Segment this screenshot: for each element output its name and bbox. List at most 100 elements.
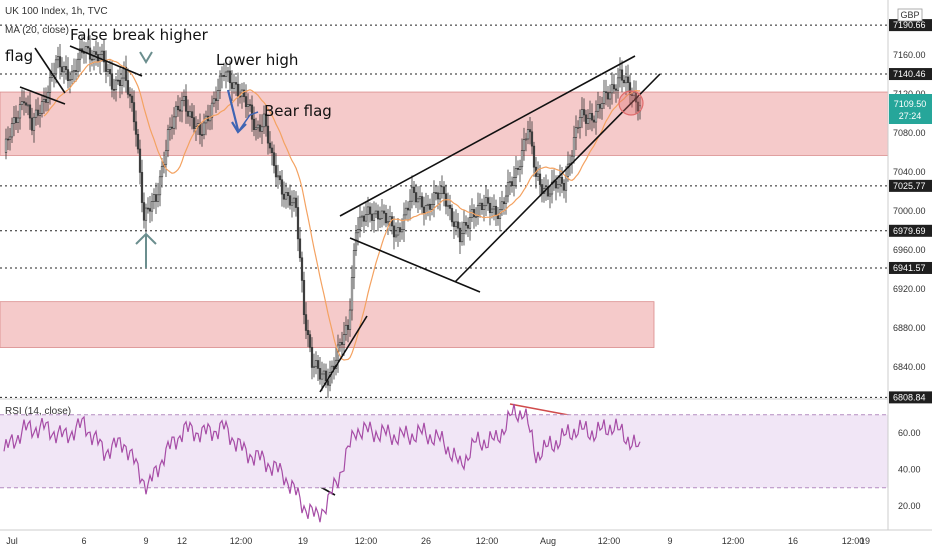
flag-annotation: flag [5, 47, 33, 65]
candle [34, 99, 38, 126]
candle [476, 192, 480, 225]
candle [600, 96, 604, 120]
arrow-markers [135, 51, 259, 268]
time-tick: 12 [177, 536, 187, 546]
candle [36, 97, 40, 125]
rsi-legend: RSI (14, close) [5, 406, 71, 417]
candle [558, 164, 562, 197]
candle [346, 319, 350, 343]
candle [460, 221, 464, 246]
candle [216, 78, 220, 111]
candle [446, 192, 450, 217]
candle [594, 100, 598, 135]
candle [404, 200, 408, 221]
svg-text:6941.57: 6941.57 [893, 263, 926, 273]
candle [56, 46, 60, 69]
candle [454, 209, 458, 236]
candle [20, 89, 24, 111]
time-axis-ticks: Jul 6 9 12 12:00 19 12:00 26 12:00 Aug 12:00 9 12:00… [6, 536, 870, 546]
candle [580, 97, 584, 129]
candle [154, 182, 158, 215]
current-price-label: 7109.50 [894, 99, 927, 109]
candle [510, 176, 514, 193]
candle [466, 217, 470, 238]
candle [248, 99, 252, 112]
supply-demand-zones [0, 91, 889, 348]
candle [540, 178, 544, 203]
time-tick: 26 [421, 536, 431, 546]
candle [468, 205, 472, 241]
candle [530, 121, 534, 155]
candle [230, 70, 234, 102]
candle [180, 92, 184, 123]
candle [222, 62, 226, 82]
candle [378, 206, 382, 229]
candle [564, 165, 568, 203]
candle [236, 72, 240, 107]
candle [572, 125, 576, 164]
svg-text:6979.69: 6979.69 [893, 226, 926, 236]
svg-text:7190.66: 7190.66 [893, 20, 926, 30]
candle [520, 138, 524, 175]
level-tag: 7190.66 [889, 19, 932, 32]
candle [386, 208, 390, 235]
candle [16, 110, 20, 134]
level-tag: 6808.84 [889, 391, 932, 404]
candle [474, 207, 478, 227]
candle [400, 218, 404, 240]
candle [134, 110, 138, 147]
candle [544, 174, 548, 201]
candle [58, 43, 62, 80]
candle [516, 160, 520, 176]
rising-wedge-upper [339, 55, 636, 217]
candle [372, 201, 376, 233]
candle [456, 213, 460, 238]
candle [286, 187, 290, 208]
candle [546, 179, 550, 201]
candle [342, 322, 346, 356]
candle [338, 338, 342, 352]
candle [350, 265, 354, 321]
candle [170, 114, 174, 140]
candle [562, 179, 566, 199]
moving-average-line [43, 58, 641, 361]
candle [370, 203, 374, 230]
candle [226, 66, 230, 82]
candle [114, 76, 118, 102]
candle [388, 205, 392, 231]
candle [74, 58, 78, 82]
candle [384, 204, 388, 228]
price-tick: 6960.00 [893, 245, 926, 255]
candle [376, 204, 380, 232]
candle [578, 109, 582, 139]
time-tick: 9 [143, 536, 148, 546]
candle [158, 170, 162, 207]
candle [270, 141, 274, 166]
price-tick: 6880.00 [893, 323, 926, 333]
candle [118, 67, 122, 99]
level-price-tags: 7190.66 7140.46 7025.77 6979.69 6941.57 6808.… [889, 19, 932, 404]
rsi-tick: 40.00 [898, 465, 921, 475]
candle [176, 95, 180, 117]
candle [420, 192, 424, 214]
candle [130, 88, 134, 112]
candle [622, 75, 626, 88]
candle [326, 368, 330, 398]
candle [278, 171, 282, 185]
candle [512, 166, 516, 197]
candle [296, 195, 300, 252]
candle [184, 84, 188, 124]
candle [318, 357, 322, 385]
candle [364, 201, 368, 226]
candle [128, 87, 132, 109]
candle [528, 117, 532, 145]
candle [422, 196, 426, 226]
candle [482, 194, 486, 222]
candle [442, 181, 446, 207]
current-price-circle [618, 90, 644, 116]
candle [186, 99, 190, 124]
candle [150, 192, 154, 222]
lower-high-annotation: Lower high [216, 51, 298, 69]
candle [174, 101, 178, 130]
time-tick: 12:00 [230, 536, 253, 546]
